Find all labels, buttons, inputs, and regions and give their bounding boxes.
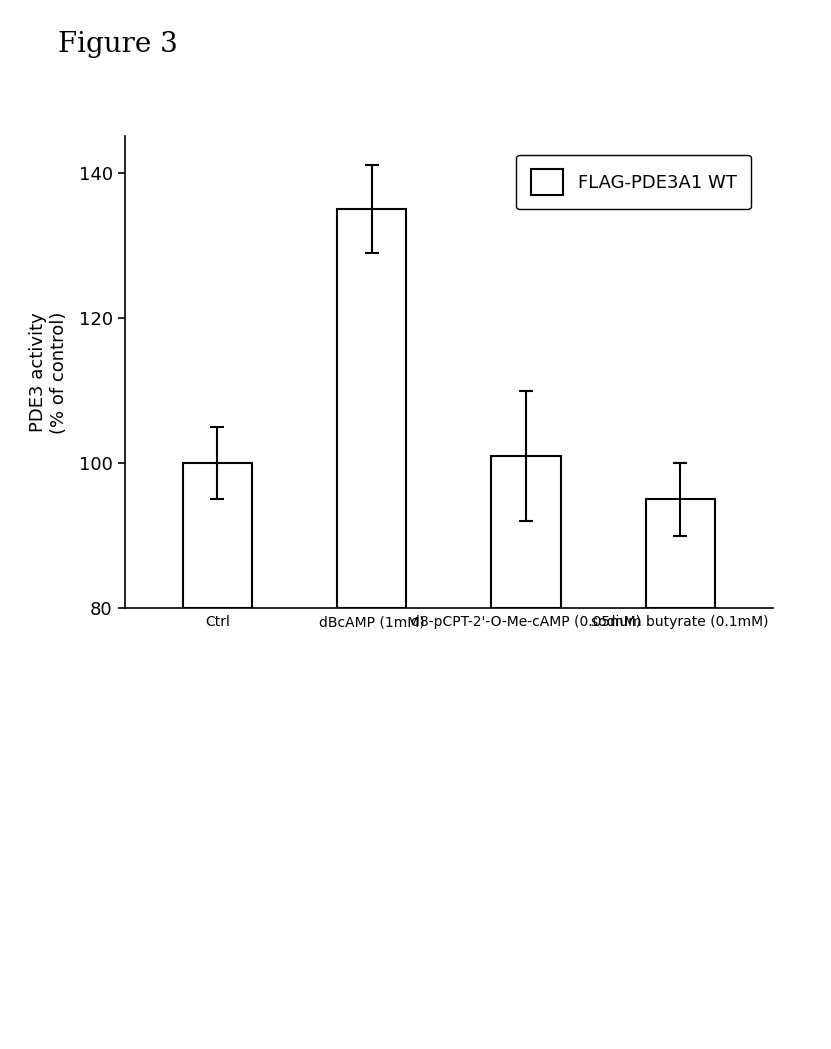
Bar	[646, 499, 715, 608]
Bar	[337, 209, 406, 608]
Legend: FLAG-PDE3A1 WT: FLAG-PDE3A1 WT	[516, 155, 751, 210]
Bar	[491, 456, 561, 608]
Bar	[183, 464, 252, 608]
Text: Figure 3: Figure 3	[58, 31, 178, 59]
Y-axis label: PDE3 activity
(% of control): PDE3 activity (% of control)	[29, 312, 67, 433]
